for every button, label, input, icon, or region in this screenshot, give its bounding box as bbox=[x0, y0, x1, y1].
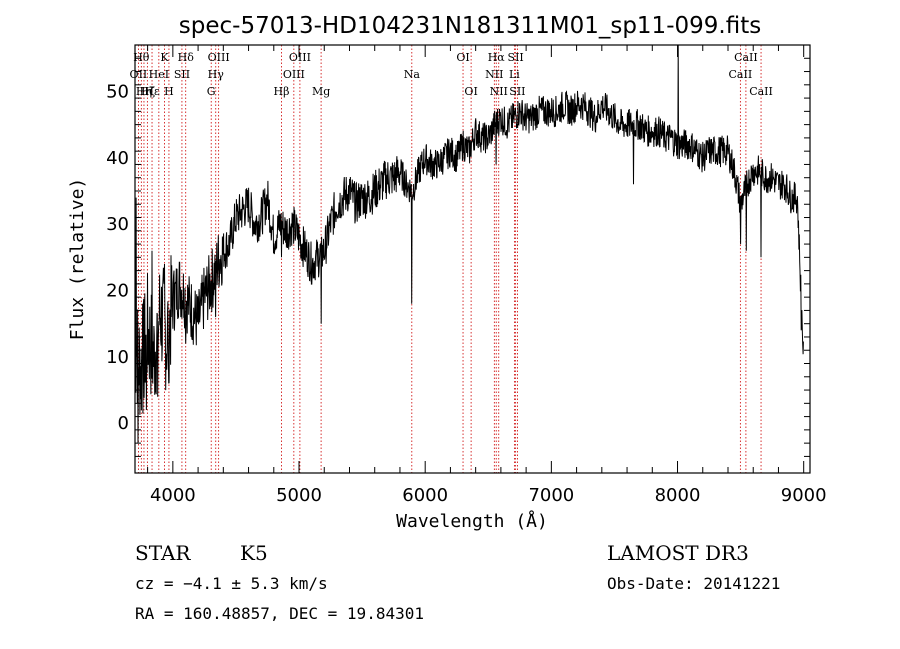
line-label: OIII bbox=[283, 68, 305, 81]
spectral-line-markers bbox=[138, 45, 762, 473]
line-label: Hγ bbox=[208, 68, 225, 81]
line-label: Hδ bbox=[178, 51, 195, 64]
line-label: SII bbox=[174, 68, 190, 81]
line-label: OI bbox=[464, 85, 477, 98]
line-label: Li bbox=[509, 68, 520, 81]
line-label: CaII bbox=[734, 51, 758, 64]
line-label: Mg bbox=[312, 85, 330, 98]
line-label: K bbox=[160, 51, 169, 64]
line-label: CaII bbox=[729, 68, 753, 81]
line-label: H bbox=[164, 85, 174, 98]
line-label: CaII bbox=[749, 85, 773, 98]
x-tick-label: 7000 bbox=[528, 485, 574, 506]
line-label: Hε bbox=[144, 85, 160, 98]
line-label: Hζ bbox=[140, 85, 156, 98]
line-label: NII bbox=[490, 85, 508, 98]
spectrum-line bbox=[134, 44, 804, 444]
object-subclass: K5 bbox=[240, 541, 268, 565]
x-tick-label: 8000 bbox=[655, 485, 701, 506]
line-label: Hθ bbox=[133, 51, 150, 64]
line-label: G bbox=[207, 85, 216, 98]
line-label: OI bbox=[456, 51, 469, 64]
y-tick-label: 50 bbox=[106, 81, 129, 102]
line-label: Hα bbox=[488, 51, 506, 64]
x-tick-label: 5000 bbox=[276, 485, 322, 506]
obs-date: Obs-Date: 20141221 bbox=[607, 574, 780, 593]
line-label: Hβ bbox=[274, 85, 290, 98]
line-label: NII bbox=[485, 68, 503, 81]
line-label: OII bbox=[130, 68, 148, 81]
line-label: Na bbox=[404, 68, 421, 81]
spectrum-series bbox=[134, 44, 804, 444]
line-label: HeI bbox=[149, 68, 169, 81]
axis-ticks: 4000 5000 6000 7000 8000 9000 0 10 20 30 40 50 bbox=[106, 45, 827, 506]
y-tick-label: 10 bbox=[106, 347, 129, 368]
x-tick-label: 4000 bbox=[150, 485, 196, 506]
x-axis-label: Wavelength (Å) bbox=[396, 510, 548, 532]
chart-title: spec-57013-HD104231N181311M01_sp11-099.f… bbox=[179, 13, 761, 39]
line-label: SII bbox=[508, 51, 524, 64]
y-tick-label: 40 bbox=[106, 148, 129, 169]
spectral-line-labels: OIIHθHηHζHεHeIKHSIIHδGHγOIIIHβOIIIOIIIMg… bbox=[130, 51, 773, 98]
y-tick-label: 0 bbox=[118, 413, 129, 434]
plot-frame bbox=[134, 44, 811, 474]
y-tick-label: 30 bbox=[106, 214, 129, 235]
line-label: OIII bbox=[208, 51, 230, 64]
y-axis-label: Flux (relative) bbox=[67, 178, 88, 341]
x-tick-label: 9000 bbox=[781, 485, 827, 506]
line-label: Hη bbox=[136, 85, 152, 98]
ra-dec-info: RA = 160.48857, DEC = 19.84301 bbox=[135, 604, 424, 623]
object-class: STAR bbox=[135, 541, 191, 565]
redshift-info: cz = −4.1 ± 5.3 km/s bbox=[135, 574, 328, 593]
line-label: OIII bbox=[289, 51, 311, 64]
line-label: SII bbox=[509, 85, 525, 98]
x-tick-label: 6000 bbox=[402, 485, 448, 506]
survey-name: LAMOST DR3 bbox=[607, 541, 749, 565]
y-tick-label: 20 bbox=[106, 281, 129, 302]
